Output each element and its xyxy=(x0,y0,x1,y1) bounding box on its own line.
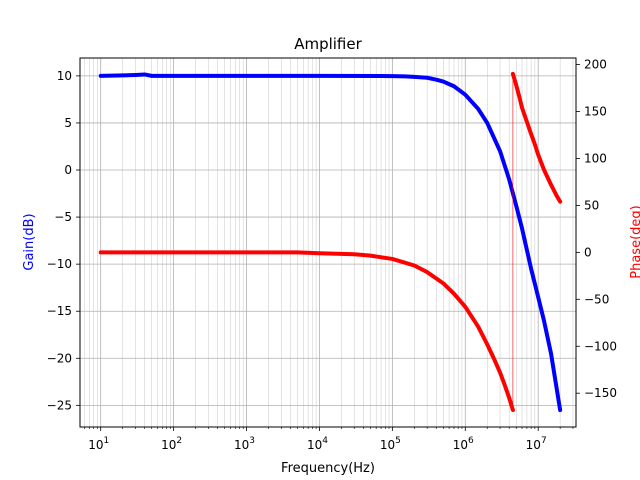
y-left-tick-label: −15 xyxy=(47,304,72,318)
y-left-tick-label: −25 xyxy=(47,398,72,412)
grid xyxy=(80,58,576,427)
x-tick-label: 101 xyxy=(88,436,109,452)
y-right-tick-label: −100 xyxy=(584,339,617,353)
chart-title: Amplifier xyxy=(294,35,362,53)
plot-frame xyxy=(79,57,577,428)
y-right-tick-label: 50 xyxy=(584,198,599,212)
x-tick-label: 103 xyxy=(234,436,255,452)
phase-curve-2 xyxy=(510,71,563,204)
y-left-tick-label: −5 xyxy=(54,210,72,224)
y-right-tick-label: 100 xyxy=(584,151,607,165)
y-left-tick-label: 0 xyxy=(64,163,72,177)
y-left-tick-label: 5 xyxy=(64,116,72,130)
y-left-tick-label: 10 xyxy=(57,69,72,83)
x-tick-label: 107 xyxy=(526,436,547,452)
x-tick-label: 104 xyxy=(307,436,328,452)
y-right-tick-label: −50 xyxy=(584,292,609,306)
y-left-tick-label: −20 xyxy=(47,351,72,365)
y-right-tick-label: 150 xyxy=(584,105,607,119)
x-axis-label: Frequency(Hz) xyxy=(281,461,375,476)
x-tick-label: 102 xyxy=(161,436,182,452)
x-tick-label: 105 xyxy=(380,436,401,452)
phase-curve-1 xyxy=(98,250,515,413)
y-right-tick-label: −150 xyxy=(584,386,617,400)
series-group xyxy=(98,71,563,413)
right-axis-label: Phase(deg) xyxy=(629,205,640,278)
y-right-tick-label: 0 xyxy=(584,245,592,259)
y-right-tick-label: 200 xyxy=(584,58,607,72)
left-axis-label: Gain(dB) xyxy=(22,213,37,270)
y-left-tick-label: −10 xyxy=(47,257,72,271)
gain-curve xyxy=(98,72,563,413)
x-tick-label: 106 xyxy=(453,436,474,452)
